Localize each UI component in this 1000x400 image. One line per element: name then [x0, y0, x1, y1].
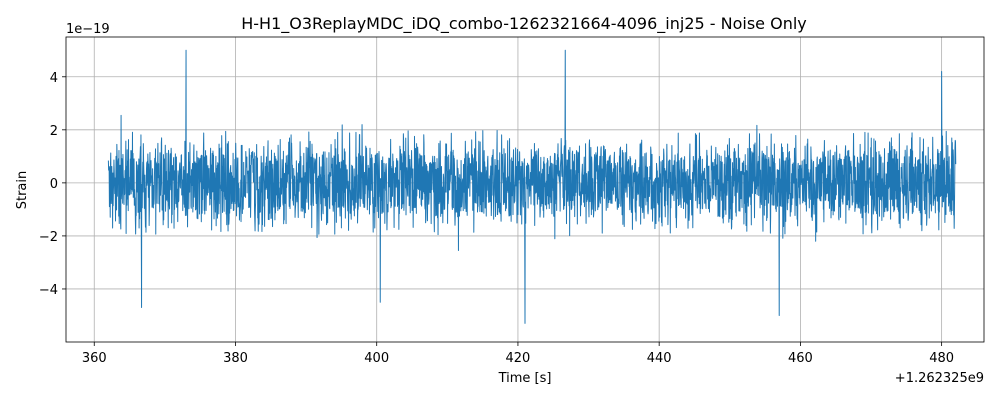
x-axis-label: Time [s] — [498, 371, 552, 386]
y-tick-label: 0 — [50, 177, 58, 192]
x-tick-label: 460 — [788, 351, 813, 366]
plot-frame — [65, 36, 985, 343]
y-tick-label: 2 — [50, 124, 58, 139]
x-tick-label: 360 — [82, 351, 107, 366]
x-tick-label: 440 — [647, 351, 672, 366]
x-tick-label: 400 — [364, 351, 389, 366]
y-scale-label: 1e−19 — [66, 22, 110, 37]
axis-ticks: 360 380 400 420 440 460 480 −4 −2 0 2 4 — [39, 71, 954, 366]
y-axis-label: Strain — [15, 171, 30, 210]
x-tick-label: 380 — [223, 351, 248, 366]
chart-title: H-H1_O3ReplayMDC_iDQ_combo-1262321664-40… — [241, 14, 807, 34]
x-tick-label: 480 — [929, 351, 954, 366]
x-offset-label: +1.262325e9 — [895, 371, 984, 386]
y-tick-label: −4 — [39, 283, 58, 298]
y-tick-label: 4 — [50, 71, 58, 86]
strain-series-line — [107, 49, 957, 324]
x-tick-label: 420 — [506, 351, 531, 366]
y-tick-label: −2 — [39, 230, 58, 245]
